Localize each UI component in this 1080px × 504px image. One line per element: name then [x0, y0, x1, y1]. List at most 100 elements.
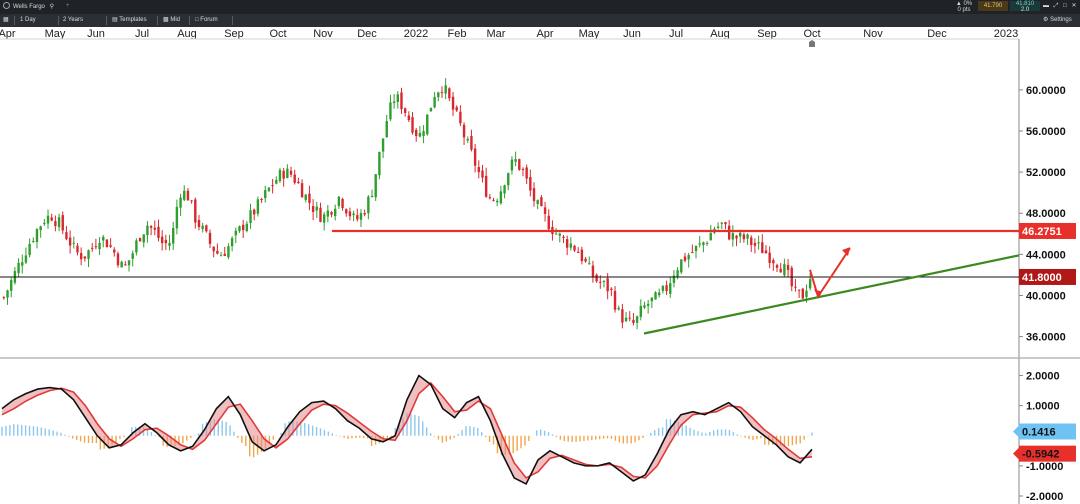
candle-up — [367, 196, 370, 214]
candle-down — [160, 236, 164, 244]
interval-dropdown[interactable]: 1 Day — [20, 17, 36, 23]
spread-value: 2.0 — [1020, 7, 1030, 13]
x-axis-label: 2022 — [404, 28, 428, 40]
candle-down — [573, 245, 576, 251]
templates-icon: ▤ — [112, 17, 118, 23]
candle-down — [61, 215, 64, 231]
bid-box[interactable]: 41.790 — [978, 1, 1008, 11]
grid-icon[interactable]: ▦ — [3, 17, 9, 23]
candle-up — [661, 285, 665, 291]
search-icon[interactable]: ⚲ — [49, 4, 54, 10]
candle-up — [359, 213, 363, 220]
candle-down — [470, 136, 473, 150]
minimize-icon[interactable]: ▬ — [1043, 3, 1049, 9]
candle-down — [223, 253, 226, 256]
candle-up — [680, 259, 683, 273]
x-axis-label: Sep — [224, 28, 244, 40]
candle-down — [768, 252, 771, 264]
candle-down — [348, 211, 352, 217]
candle-up — [304, 194, 307, 200]
candle-up — [418, 133, 422, 137]
add-tab-button[interactable]: + — [66, 3, 70, 9]
candle-up — [35, 229, 39, 242]
candle-up — [654, 292, 657, 300]
candle-down — [473, 148, 477, 166]
candle-up — [267, 187, 271, 191]
candle-up — [676, 270, 679, 278]
candle-down — [459, 111, 462, 124]
ask-box[interactable]: 41.810 2.0 — [1010, 1, 1040, 13]
candle-up — [510, 159, 514, 171]
candle-down — [241, 224, 245, 231]
candle-up — [503, 185, 506, 194]
settings-button[interactable]: ⚙ Settings — [1043, 16, 1072, 25]
candle-up — [709, 233, 712, 241]
candle-up — [46, 215, 50, 224]
symbol-tab[interactable]: Wells Fargo ⚲ — [3, 2, 54, 11]
event-marker-icon[interactable] — [809, 40, 815, 47]
candle-down — [271, 185, 274, 187]
x-axis-label: May — [45, 28, 66, 40]
expand-icon[interactable]: ⤢ — [1053, 3, 1059, 9]
candle-down — [76, 245, 79, 253]
candle-down — [289, 170, 293, 175]
candle-up — [635, 316, 639, 323]
candle-down — [330, 212, 333, 215]
candle-up — [227, 246, 230, 258]
y-tick-label: 52.0000 — [1026, 167, 1066, 179]
candle-down — [562, 236, 565, 238]
candle-up — [315, 206, 318, 211]
popout-icon[interactable]: □ — [1063, 3, 1067, 9]
x-axis-label: Dec — [927, 28, 947, 40]
histogram-badge-bg — [1019, 423, 1076, 440]
candle-up — [672, 275, 676, 283]
osc-tick-label: -2.0000 — [1026, 491, 1063, 503]
templates-button[interactable]: ▤ Templates — [112, 16, 147, 25]
candle-down — [105, 239, 109, 248]
candle-down — [407, 115, 411, 121]
y-tick-label: 44.0000 — [1026, 249, 1066, 261]
candle-down — [356, 215, 359, 220]
candle-up — [602, 280, 606, 282]
candle-down — [319, 207, 322, 222]
close-icon[interactable]: ✕ — [1071, 3, 1077, 9]
candle-up — [422, 131, 425, 137]
candle-up — [705, 242, 709, 244]
forum-button[interactable]: □ Forum — [195, 16, 218, 25]
resistance-badge-text: 46.2751 — [1022, 226, 1062, 238]
x-axis-label: Apr — [536, 28, 553, 40]
candle-down — [610, 288, 613, 290]
support-trendline[interactable] — [643, 254, 1020, 335]
candle-down — [297, 181, 300, 184]
candle-up — [658, 292, 661, 296]
x-axis-label: Dec — [357, 28, 377, 40]
candle-up — [385, 121, 388, 138]
candle-up — [639, 306, 642, 317]
histogram-badge: 0.1416 — [1013, 423, 1076, 440]
arrow-up-line[interactable] — [817, 247, 851, 298]
candle-down — [400, 92, 403, 110]
candle-up — [496, 200, 499, 203]
candle-down — [253, 209, 256, 215]
candle-up — [783, 264, 786, 276]
price-type-button[interactable]: ▩ Mid — [163, 16, 180, 25]
candle-up — [554, 233, 558, 235]
candle-down — [260, 198, 263, 200]
candle-down — [363, 213, 366, 215]
x-axis-label: Nov — [863, 28, 883, 40]
candle-down — [212, 246, 215, 252]
candle-down — [113, 249, 116, 253]
candle-up — [201, 225, 204, 230]
candle-down — [735, 235, 738, 239]
candle-down — [632, 319, 635, 324]
price-chart[interactable]: Apr May Jun Jul Aug Sep Oct Nov Dec 2022 Feb Mar Apr… — [0, 27, 1080, 504]
resistance-badge: 46.2751 — [1019, 222, 1076, 239]
candle-down — [341, 198, 344, 209]
candle-down — [742, 234, 746, 240]
candle-down — [521, 168, 525, 170]
settings-label: Settings — [1050, 17, 1072, 23]
candle-up — [264, 190, 267, 199]
range-dropdown[interactable]: 2 Years — [63, 17, 84, 23]
candle-up — [389, 102, 392, 120]
candle-down — [157, 226, 160, 238]
